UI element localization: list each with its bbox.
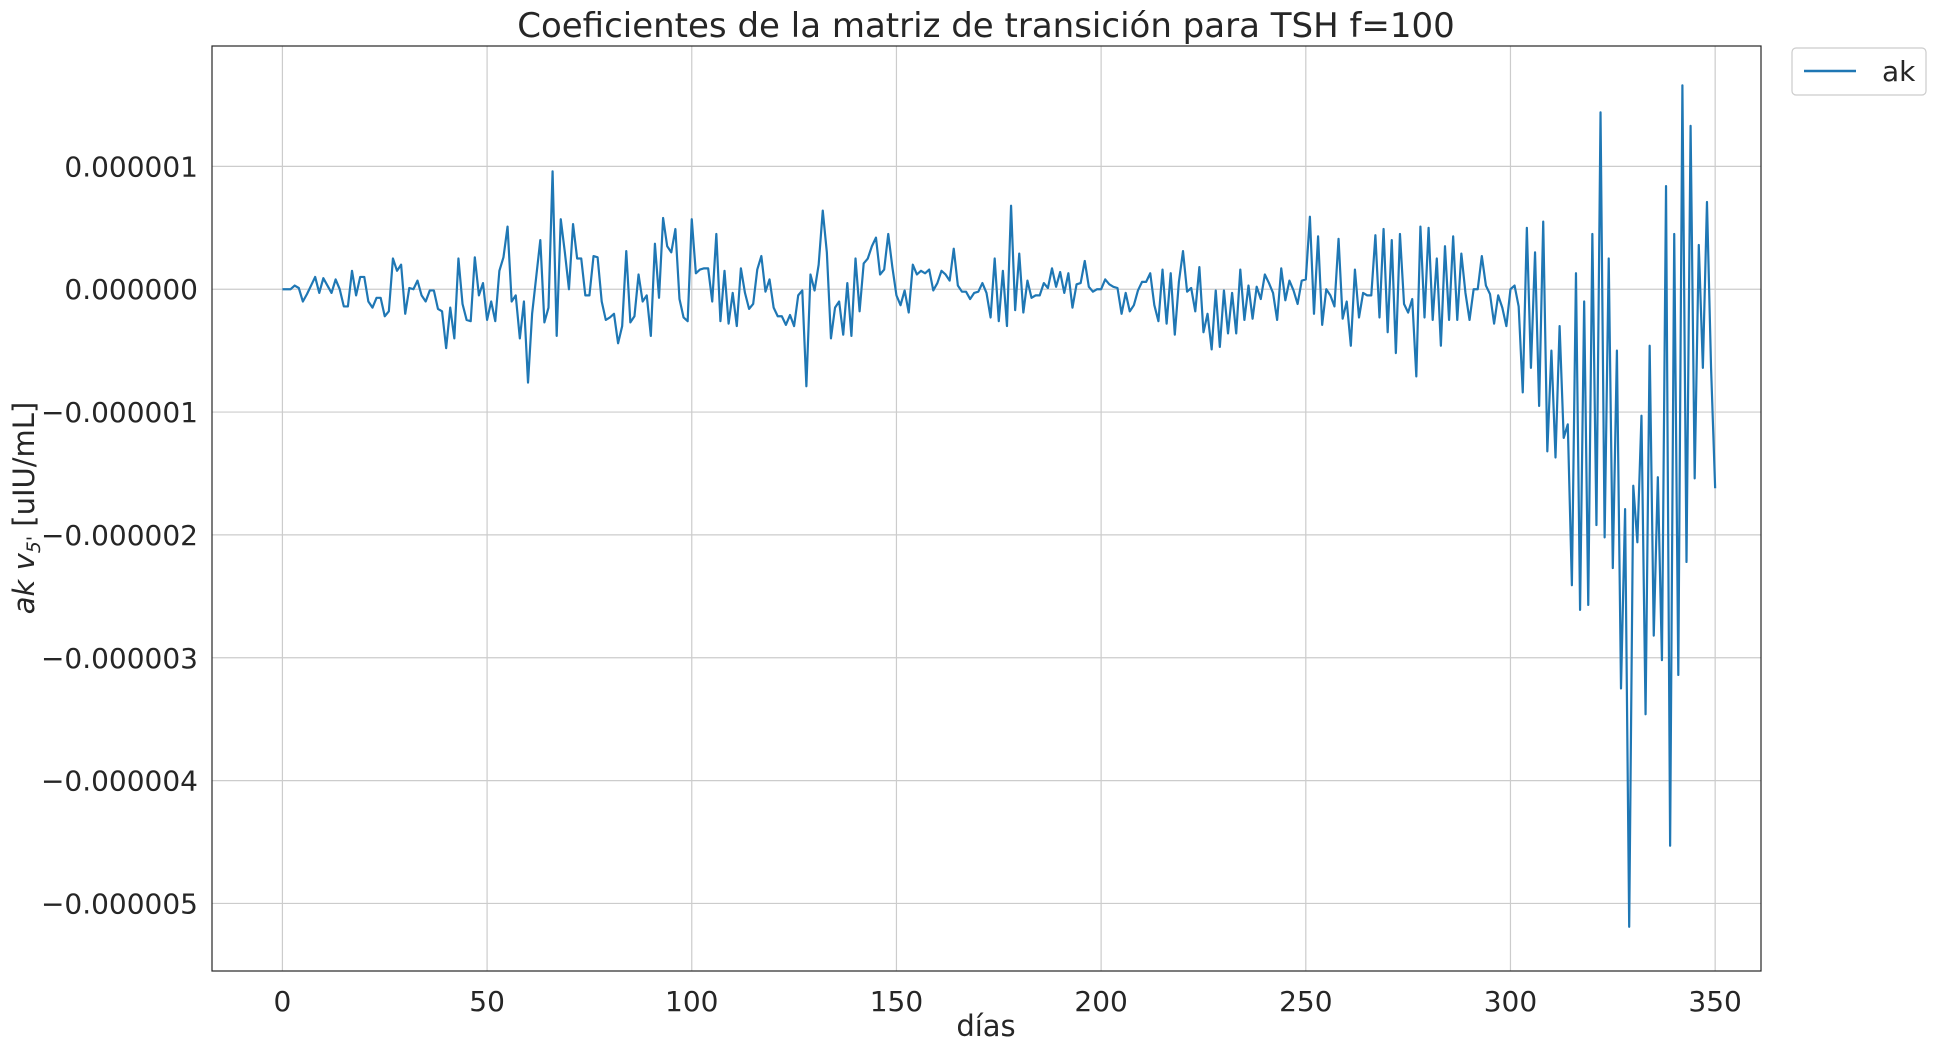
chart-title: Coeficientes de la matriz de transición … (517, 6, 1455, 46)
x-tick-label: 50 (469, 985, 505, 1018)
series-layer (282, 84, 1717, 928)
x-axis: 0 50 100 150 200 250 300 350 (273, 985, 1741, 1018)
x-tick-label: 250 (1279, 985, 1332, 1018)
y-tick-label: −0.000001 (41, 396, 198, 429)
y-axis-label-main: ak v (7, 552, 41, 614)
y-axis-label-subscript: 5' (23, 536, 45, 553)
x-tick-label: 200 (1074, 985, 1127, 1018)
plot-frame (211, 45, 1762, 972)
y-axis-label-units: [uIU/mL] (7, 402, 41, 536)
y-tick-label: −0.000003 (41, 642, 198, 675)
x-tick-label: 100 (665, 985, 718, 1018)
y-tick-label: −0.000004 (41, 765, 198, 798)
y-tick-label: 0.000000 (64, 273, 198, 306)
y-tick-label: −0.000002 (41, 519, 198, 552)
x-tick-label: 0 (273, 985, 291, 1018)
legend: ak (1791, 47, 1927, 96)
grid (212, 46, 1761, 971)
y-tick-label: −0.000005 (41, 887, 198, 920)
x-axis-label: días (956, 1009, 1015, 1043)
legend-label-ak: ak (1882, 55, 1916, 88)
x-tick-label: 350 (1688, 985, 1741, 1018)
y-axis-label: ak v5' [uIU/mL] (7, 402, 45, 614)
series-line-ak (282, 84, 1717, 928)
x-tick-label: 300 (1484, 985, 1537, 1018)
y-tick-label: 0.000001 (64, 150, 198, 183)
legend-box (1791, 47, 1927, 96)
x-tick-label: 150 (870, 985, 923, 1018)
y-axis: 0.000001 0.000000 −0.000001 −0.000002 −0.000… (41, 150, 198, 920)
